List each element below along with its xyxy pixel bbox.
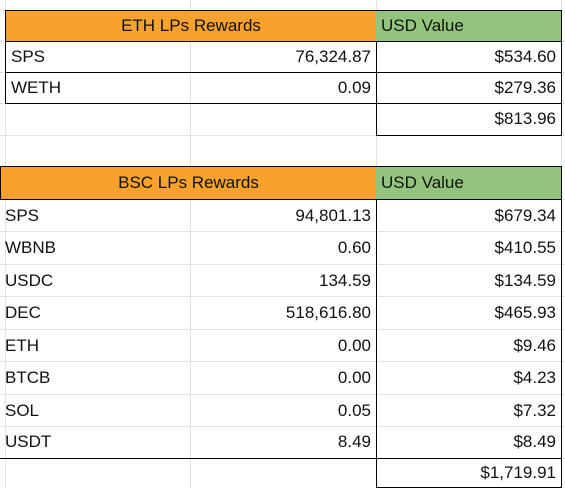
bsc-usd-cell[interactable]: $8.49 (376, 426, 562, 459)
bsc-token-cell[interactable]: SOL (0, 394, 191, 427)
eth-total-value: $813.96 (494, 109, 556, 128)
bsc-usd-header-label: USD Value (381, 173, 464, 192)
bsc-header-label: BSC LPs Rewards (118, 173, 259, 192)
gridline (190, 0, 191, 488)
bsc-amount-value: 8.49 (337, 432, 371, 451)
bsc-header-cell[interactable]: BSC LPs Rewards (0, 166, 377, 200)
bsc-amount-value: 518,616.80 (285, 302, 371, 322)
bsc-usd-cell[interactable]: $9.46 (376, 329, 562, 362)
bsc-usd-value: $7.32 (513, 400, 556, 420)
bsc-token-label: USDC (5, 270, 54, 290)
gridline (0, 361, 565, 362)
eth-amount-value: 0.09 (337, 77, 371, 97)
bsc-usd-cell[interactable]: $7.32 (376, 394, 562, 427)
bsc-amount-value: 134.59 (319, 270, 371, 290)
bsc-total-cell[interactable]: $1,719.91 (376, 458, 562, 488)
eth-usd-header-cell[interactable]: USD Value (376, 10, 562, 42)
bsc-usd-value: $4.23 (513, 367, 556, 387)
bsc-token-cell[interactable]: USDT (0, 426, 191, 459)
bsc-amount-value: 0.00 (337, 335, 371, 355)
eth-usd-value: $534.60 (494, 46, 556, 66)
bsc-usd-value: $8.49 (513, 432, 556, 451)
bsc-usd-value: $9.46 (513, 335, 556, 355)
eth-usd-header-label: USD Value (381, 16, 464, 35)
bsc-usd-value: $410.55 (494, 237, 556, 257)
eth-usd-cell[interactable]: $279.36 (376, 72, 562, 104)
bsc-usd-cell[interactable]: $410.55 (376, 231, 562, 264)
eth-token-cell[interactable]: SPS (5, 41, 191, 73)
gridline (0, 426, 565, 427)
bsc-token-label: BTCB (5, 367, 51, 387)
bsc-amount-cell[interactable]: 0.60 (190, 231, 377, 264)
bsc-token-label: ETH (5, 335, 39, 355)
eth-token-cell[interactable]: WETH (5, 72, 191, 104)
bsc-amount-cell[interactable]: 8.49 (190, 426, 377, 459)
bsc-token-label: SOL (5, 400, 40, 420)
bsc-amount-cell[interactable]: 0.00 (190, 361, 377, 394)
bsc-usd-value: $679.34 (494, 205, 556, 225)
eth-token-label: WETH (11, 77, 62, 97)
bsc-token-label: SPS (5, 205, 40, 225)
bsc-token-label: DEC (5, 302, 41, 322)
eth-header-cell[interactable]: ETH LPs Rewards (5, 10, 377, 42)
bsc-usd-cell[interactable]: $679.34 (376, 199, 562, 232)
bsc-amount-value: 0.05 (337, 400, 371, 420)
bsc-token-cell[interactable]: WBNB (0, 231, 191, 264)
bsc-token-cell[interactable]: SPS (0, 199, 191, 232)
bsc-amount-cell[interactable]: 0.00 (190, 329, 377, 362)
gridline (0, 135, 565, 136)
gridline (0, 394, 565, 395)
gridline (0, 329, 565, 330)
bsc-usd-cell[interactable]: $134.59 (376, 264, 562, 297)
bsc-usd-cell[interactable]: $4.23 (376, 361, 562, 394)
gridline (0, 296, 565, 297)
bsc-usd-cell[interactable]: $465.93 (376, 296, 562, 329)
bsc-amount-cell[interactable]: 134.59 (190, 264, 377, 297)
bsc-usd-value: $134.59 (494, 270, 556, 290)
eth-token-label: SPS (11, 46, 46, 66)
bsc-token-label: USDT (5, 432, 52, 451)
bsc-token-cell[interactable]: ETH (0, 329, 191, 362)
gridline (5, 0, 6, 488)
bsc-amount-value: 0.00 (337, 367, 371, 387)
eth-amount-cell[interactable]: 0.09 (190, 72, 377, 104)
eth-amount-value: 76,324.87 (295, 46, 371, 66)
eth-total-cell[interactable]: $813.96 (376, 103, 562, 136)
eth-usd-value: $279.36 (494, 77, 556, 97)
bsc-amount-cell[interactable]: 518,616.80 (190, 296, 377, 329)
gridline (0, 264, 565, 265)
eth-usd-cell[interactable]: $534.60 (376, 41, 562, 73)
bsc-total-value: $1,719.91 (480, 462, 556, 482)
bsc-token-cell[interactable]: DEC (0, 296, 191, 329)
gridline (0, 231, 565, 232)
bsc-amount-value: 94,801.13 (295, 205, 371, 225)
eth-amount-cell[interactable]: 76,324.87 (190, 41, 377, 73)
bsc-amount-cell[interactable]: 0.05 (190, 394, 377, 427)
bsc-usd-header-cell[interactable]: USD Value (376, 166, 562, 200)
bsc-token-cell[interactable]: USDC (0, 264, 191, 297)
bsc-token-label: WBNB (5, 237, 56, 257)
eth-header-label: ETH LPs Rewards (121, 16, 261, 35)
bsc-token-cell[interactable]: BTCB (0, 361, 191, 394)
bsc-amount-value: 0.60 (337, 237, 371, 257)
bsc-usd-value: $465.93 (494, 302, 556, 322)
bsc-amount-cell[interactable]: 94,801.13 (190, 199, 377, 232)
